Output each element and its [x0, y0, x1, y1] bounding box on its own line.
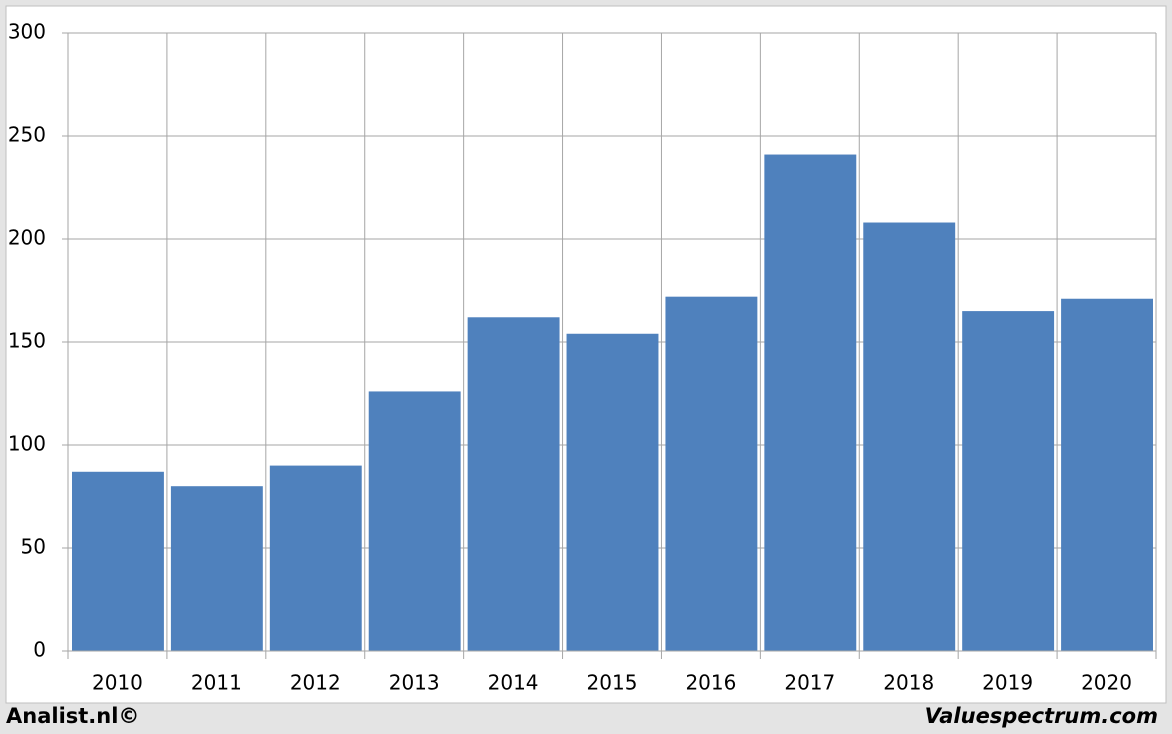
- bar: [764, 154, 857, 652]
- y-tick-label: 200: [8, 226, 46, 250]
- bar: [170, 486, 263, 651]
- bar: [665, 296, 758, 651]
- x-tick-label: 2011: [191, 671, 242, 695]
- x-tick-label: 2010: [92, 671, 143, 695]
- bar: [467, 317, 560, 651]
- x-tick-label: 2016: [685, 671, 736, 695]
- x-tick-label: 2012: [290, 671, 341, 695]
- bar: [962, 311, 1055, 651]
- y-tick-label: 150: [8, 329, 46, 353]
- x-tick-label: 2018: [883, 671, 934, 695]
- x-tick-label: 2015: [587, 671, 638, 695]
- x-tick-label: 2014: [488, 671, 539, 695]
- footer-right: Valuespectrum.com: [925, 704, 1158, 728]
- y-tick-label: 100: [8, 432, 46, 456]
- y-tick-label: 50: [21, 535, 46, 559]
- bar: [368, 391, 461, 651]
- bar: [863, 222, 956, 651]
- y-tick-label: 0: [33, 638, 46, 662]
- x-tick-label: 2017: [784, 671, 835, 695]
- bar: [1061, 298, 1153, 651]
- bar: [72, 471, 164, 651]
- x-tick-label: 2019: [982, 671, 1033, 695]
- x-tick-label: 2020: [1081, 671, 1132, 695]
- y-tick-label: 250: [8, 123, 46, 147]
- bar: [269, 465, 362, 651]
- y-tick-label: 300: [8, 20, 46, 44]
- footer-left: Analist.nl©: [6, 704, 139, 728]
- x-tick-label: 2013: [389, 671, 440, 695]
- bar: [566, 333, 659, 651]
